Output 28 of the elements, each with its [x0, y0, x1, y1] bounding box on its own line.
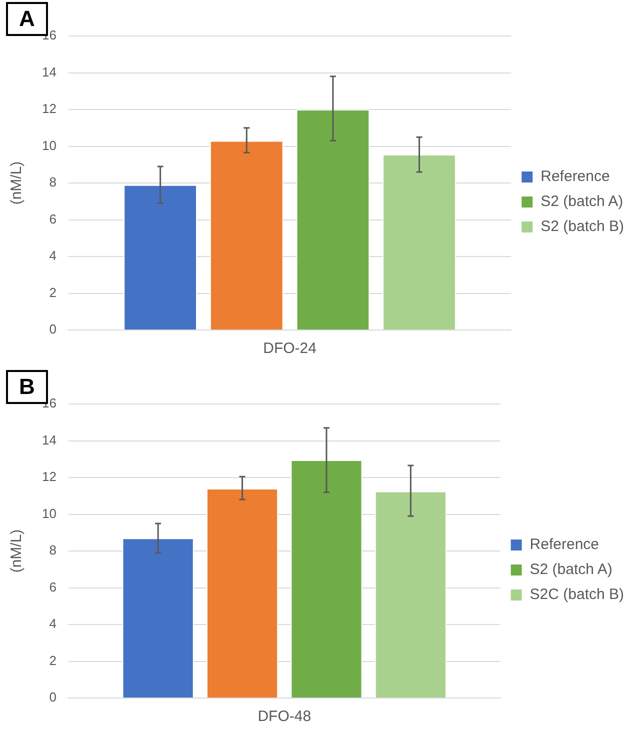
y-tick-label: 8	[49, 174, 56, 190]
y-tick-label: 2	[49, 284, 56, 300]
y-tick-label: 8	[49, 542, 56, 558]
x-tick-label: DFO-48	[258, 708, 312, 726]
legend-label: S2 (batch A)	[530, 561, 612, 578]
legend-label: S2 (batch A)	[540, 193, 624, 210]
y-tick-label: 10	[42, 506, 56, 521]
y-tick-label: 12	[42, 101, 56, 116]
legend-label: S2 (batch B)	[540, 218, 624, 236]
chart-title: B	[19, 374, 35, 399]
y-tick-label: 6	[49, 579, 56, 594]
y-tick-label: 4	[49, 616, 56, 632]
y-axis-title: (nM/L)	[8, 529, 26, 573]
legend-label: Reference	[540, 168, 610, 186]
x-tick-label: DFO-24	[263, 340, 316, 358]
y-tick-label: 6	[49, 211, 56, 226]
y-axis-title: (nM/L)	[8, 161, 26, 205]
legend-label: Reference	[530, 536, 600, 554]
y-tick-label: 14	[42, 64, 56, 80]
y-tick-label: 2	[49, 652, 56, 668]
y-tick-label: 12	[42, 469, 56, 484]
legend-label: S2C (batch B)	[530, 586, 624, 604]
y-tick-label: 0	[49, 690, 56, 705]
y-tick-label: 10	[42, 138, 56, 153]
chart-title: A	[19, 6, 35, 31]
y-tick-label: 4	[49, 248, 56, 264]
y-tick-label: 14	[42, 432, 56, 448]
y-tick-label: 0	[49, 322, 56, 337]
